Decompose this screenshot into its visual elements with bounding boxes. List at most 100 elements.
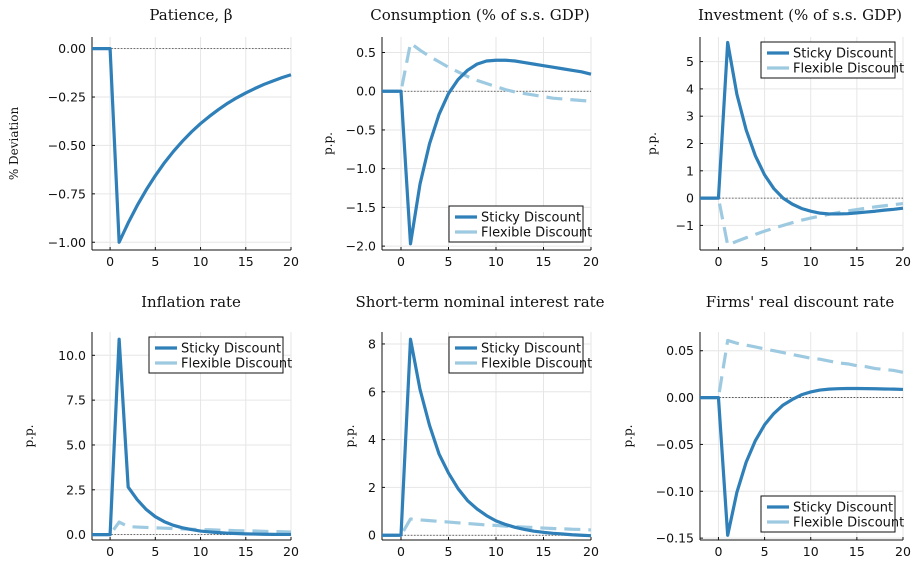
- x-tick-label: 10: [488, 254, 504, 269]
- y-tick-label: 6: [368, 384, 376, 399]
- y-axis-label: p.p.: [22, 425, 36, 448]
- sticky-series-line: [92, 47, 292, 244]
- x-tick-label: 5: [445, 254, 453, 269]
- flexible-series-line: [700, 196, 904, 247]
- legend-label: Flexible Discount: [181, 357, 292, 372]
- y-axis-label: p.p.: [321, 132, 335, 155]
- x-tick-label: 5: [761, 254, 769, 269]
- panel-title: Patience, β: [149, 6, 232, 24]
- flexible-series-line: [700, 338, 904, 400]
- sticky-series-line: [700, 386, 904, 537]
- y-tick-label: 0: [686, 191, 694, 206]
- panel-title: Inflation rate: [141, 293, 241, 311]
- y-tick-label: −1: [676, 218, 694, 233]
- x-tick-label: 15: [849, 544, 865, 559]
- x-tick-label: 20: [895, 254, 911, 269]
- sticky-series-line: [382, 58, 592, 246]
- y-tick-label: 3: [686, 109, 694, 124]
- y-tick-label: −2.0: [346, 239, 376, 254]
- legend-label: Flexible Discount: [481, 357, 592, 372]
- legend-box: [448, 336, 584, 374]
- sticky-series-line: [92, 337, 291, 537]
- y-axis-label: % Deviation: [7, 107, 21, 181]
- y-tick-label: −0.5: [346, 122, 376, 137]
- panel-title: Investment (% of s.s. GDP): [698, 6, 902, 24]
- x-tick-label: 0: [106, 254, 114, 269]
- y-tick-label: 4: [368, 432, 376, 447]
- y-tick-label: 0.5: [356, 45, 376, 60]
- y-tick-label: −0.15: [656, 531, 694, 546]
- x-tick-label: 10: [488, 544, 504, 559]
- x-tick-label: 5: [151, 254, 159, 269]
- x-tick-label: 5: [151, 544, 159, 559]
- x-tick-label: 0: [397, 254, 405, 269]
- legend-label: Flexible Discount: [481, 226, 592, 241]
- legend-box: [760, 41, 896, 79]
- y-tick-label: 10.0: [58, 348, 86, 363]
- y-tick-label: −0.25: [48, 90, 86, 105]
- x-tick-label: 0: [106, 544, 114, 559]
- sticky-series-line: [382, 337, 592, 538]
- y-tick-label: 0.0: [66, 527, 86, 542]
- x-tick-label: 10: [193, 544, 209, 559]
- x-tick-label: 20: [583, 544, 599, 559]
- x-tick-label: 15: [536, 544, 552, 559]
- panel-title: Consumption (% of s.s. GDP): [370, 6, 590, 24]
- panel-3: Investment (% of s.s. GDP) p.p. −1 0 1 2 3 4 5 0 5…: [645, 6, 911, 269]
- x-tick-label: 20: [283, 544, 299, 559]
- panel-5: Short-term nominal interest rate p.p. 0 2 4 6…: [343, 293, 605, 559]
- flexible-series-line: [382, 41, 592, 103]
- legend-label: Sticky Discount: [481, 342, 581, 357]
- y-tick-label: 1: [686, 163, 694, 178]
- y-tick-label: −1.5: [346, 200, 376, 215]
- y-axis-label: p.p.: [343, 425, 357, 448]
- x-tick-label: 10: [193, 254, 209, 269]
- x-tick-label: 15: [238, 254, 254, 269]
- y-tick-label: 8: [368, 336, 376, 351]
- x-tick-label: 10: [803, 254, 819, 269]
- x-tick-label: 15: [536, 254, 552, 269]
- y-tick-label: 0.0: [356, 84, 376, 99]
- x-tick-label: 20: [583, 254, 599, 269]
- x-tick-label: 5: [445, 544, 453, 559]
- legend-label: Sticky Discount: [481, 211, 581, 226]
- panel-6: Firms' real discount rate p.p. −0.15 −0.10 −…: [621, 293, 911, 559]
- y-tick-label: 0: [368, 528, 376, 543]
- flexible-series-line: [382, 517, 592, 537]
- x-tick-label: 15: [849, 254, 865, 269]
- legend-label: Flexible Discount: [793, 516, 904, 531]
- panel-4: Inflation rate p.p. 0.0 2.5 5.0 7.5 10.0 0 5 10 15…: [22, 293, 299, 559]
- x-tick-label: 0: [397, 544, 405, 559]
- y-tick-label: 0.00: [666, 390, 694, 405]
- sticky-series-line: [700, 40, 904, 216]
- y-tick-label: 0.05: [666, 343, 694, 358]
- y-tick-label: 2: [368, 480, 376, 495]
- y-tick-label: 5.0: [66, 437, 86, 452]
- x-tick-label: 20: [895, 544, 911, 559]
- panel-1: Patience, β % Deviation −1.00 −0.75 −0.50 −0.…: [7, 6, 299, 269]
- panel-title: Firms' real discount rate: [706, 293, 895, 311]
- y-tick-label: −1.0: [346, 161, 376, 176]
- y-tick-label: 2.5: [66, 482, 86, 497]
- x-tick-label: 20: [283, 254, 299, 269]
- legend-label: Sticky Discount: [793, 501, 893, 516]
- y-tick-label: 7.5: [66, 393, 86, 408]
- legend-box: [448, 205, 584, 243]
- legend-box: [760, 495, 896, 533]
- y-tick-label: 0.00: [58, 41, 86, 56]
- y-tick-label: −0.05: [656, 437, 694, 452]
- y-tick-label: −0.75: [48, 186, 86, 201]
- y-tick-label: −0.50: [48, 138, 86, 153]
- legend-label: Sticky Discount: [181, 342, 281, 357]
- y-tick-label: −1.00: [48, 235, 86, 250]
- y-tick-label: 4: [686, 81, 694, 96]
- panel-title: Short-term nominal interest rate: [355, 293, 604, 311]
- x-tick-label: 15: [238, 544, 254, 559]
- x-tick-label: 0: [714, 254, 722, 269]
